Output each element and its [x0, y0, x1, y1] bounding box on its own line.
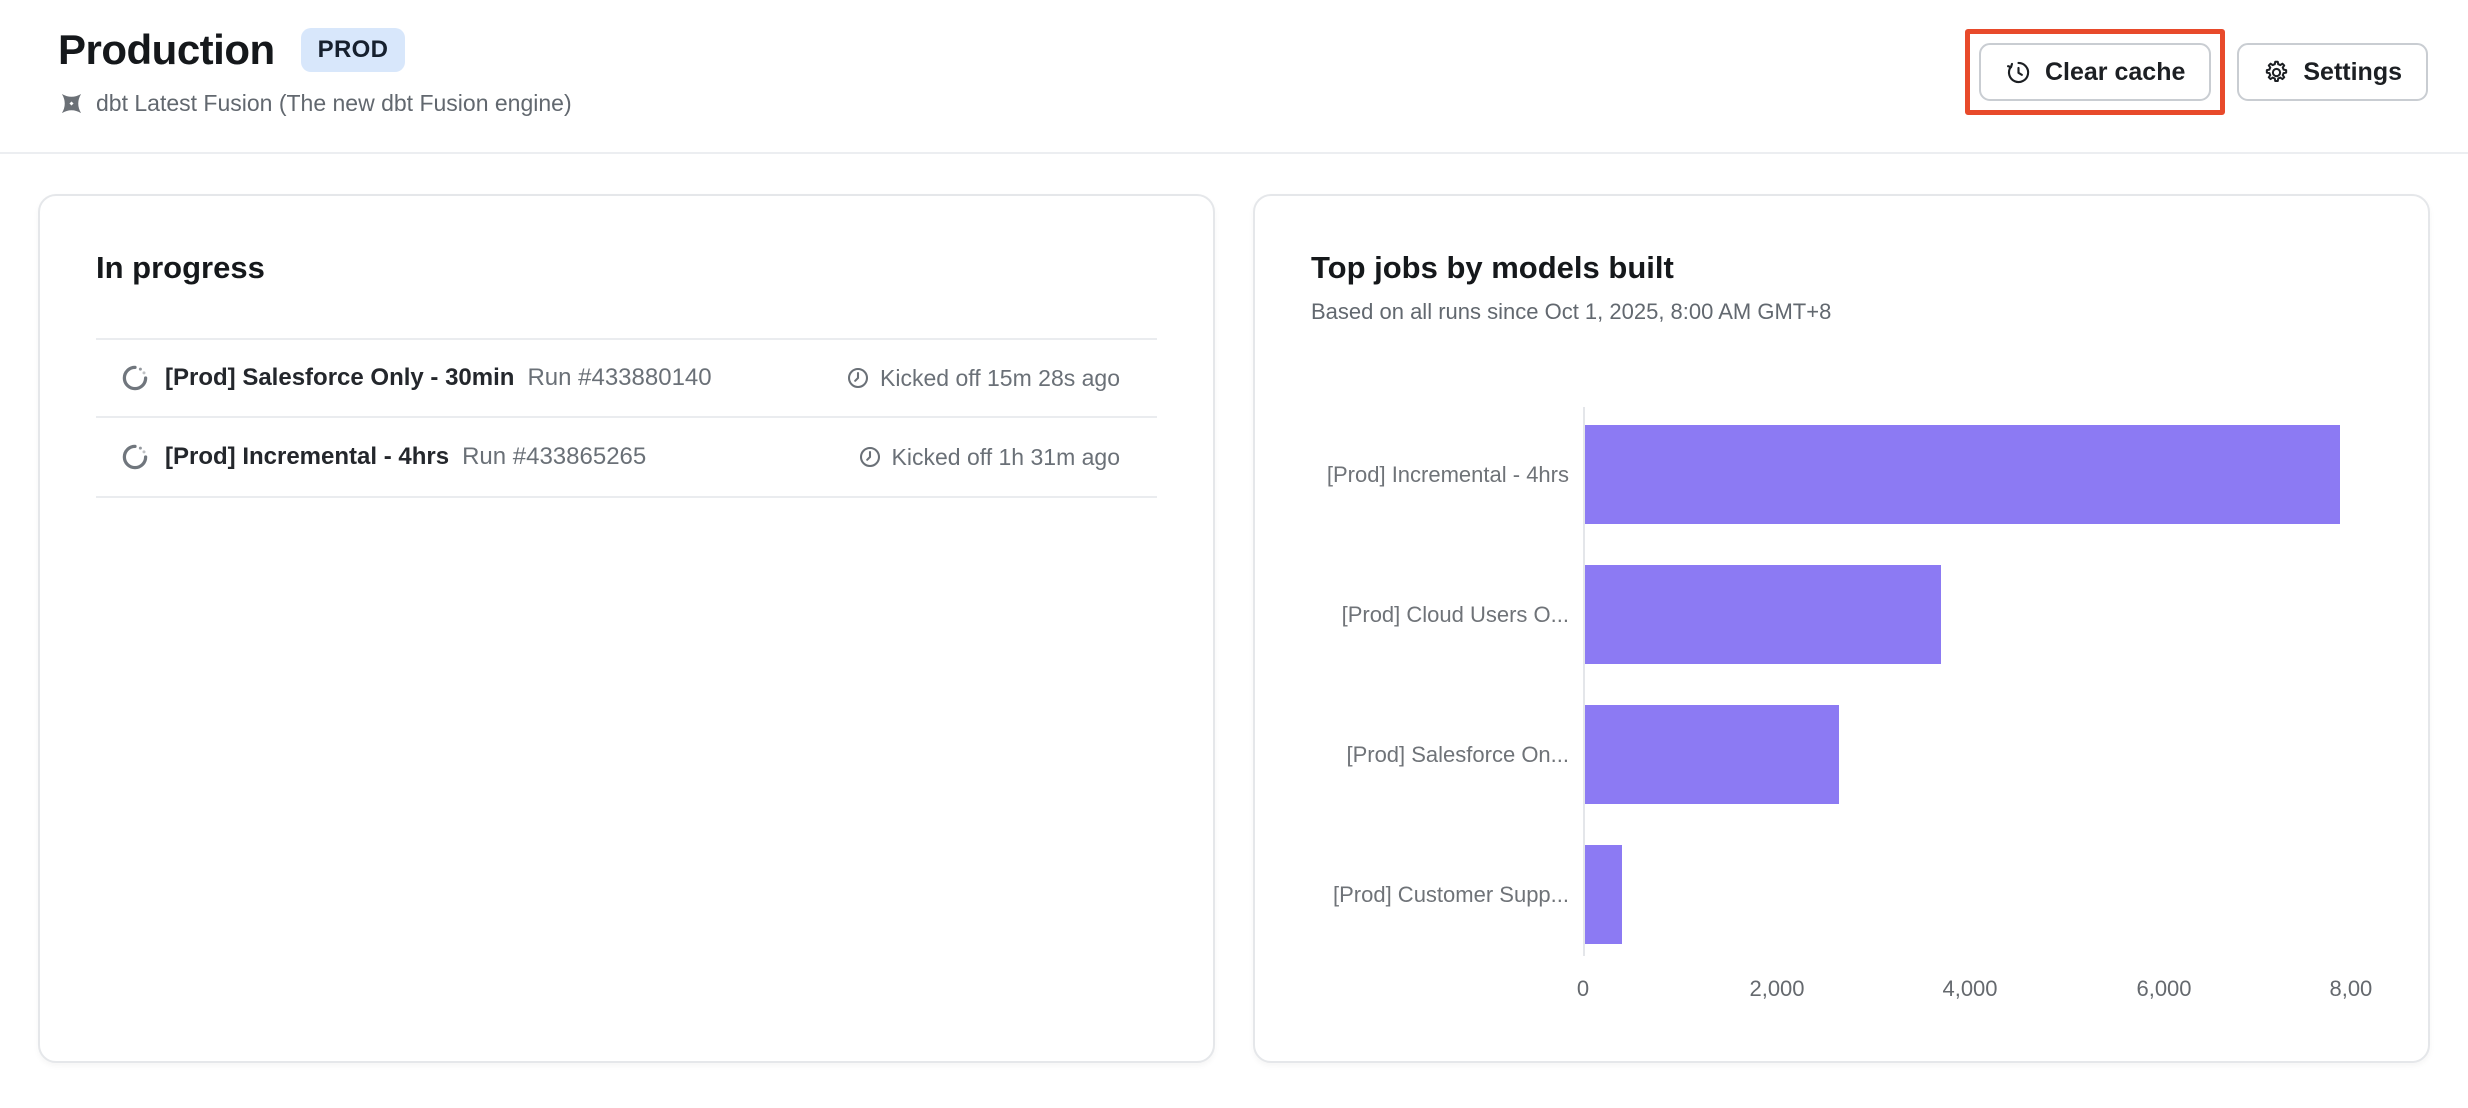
x-tick-label: 4,000	[1942, 976, 1998, 1001]
x-tick-label: 0	[1576, 976, 1590, 1001]
top-jobs-chart: [Prod] Incremental - 4hrs [Prod] Cloud U…	[1311, 407, 2372, 1016]
chart-bar-row: [Prod] Customer Supp...	[1333, 845, 2372, 944]
run-number[interactable]: Run #433880140	[527, 364, 712, 391]
settings-label: Settings	[2303, 57, 2402, 86]
top-jobs-heading: Top jobs by models built	[1311, 250, 1674, 285]
run-name-link[interactable]: [Prod] Incremental - 4hrs	[165, 443, 450, 470]
x-tick-label: 2,000	[1749, 976, 1805, 1001]
header-actions: Clear cache Settings	[1965, 29, 2428, 115]
chart-plot-area: [Prod] Incremental - 4hrs [Prod] Cloud U…	[1327, 407, 2372, 956]
environment-badge: PROD	[300, 28, 406, 72]
top-jobs-subheading: Based on all runs since Oct 1, 2025, 8:0…	[1311, 299, 1832, 324]
clock-icon	[845, 365, 871, 391]
kicked-off-status: Kicked off 15m 28s ago	[845, 365, 1120, 392]
chart-bar-row: [Prod] Salesforce On...	[1346, 705, 2372, 804]
run-row: [Prod] Salesforce Only - 30min Run #4338…	[96, 338, 1157, 418]
in-progress-heading: In progress	[96, 250, 265, 285]
history-icon	[2005, 59, 2032, 86]
chart-x-axis: 0 2,000 4,000 6,000 8,000	[1577, 968, 2372, 1016]
settings-button[interactable]: Settings	[2237, 43, 2428, 101]
spinner-icon	[120, 363, 150, 393]
run-name-link[interactable]: [Prod] Salesforce Only - 30min	[165, 364, 515, 391]
kicked-off-status: Kicked off 1h 31m ago	[857, 444, 1120, 471]
chart-category-label: [Prod] Salesforce On...	[1346, 741, 1569, 767]
chart-bar[interactable]	[1585, 425, 2340, 524]
engine-label: dbt Latest Fusion (The new dbt Fusion en…	[96, 90, 572, 116]
gear-icon	[2263, 59, 2290, 86]
x-tick-label: 8,000	[2329, 976, 2372, 1001]
top-jobs-card: Top jobs by models built Based on all ru…	[1253, 194, 2430, 1063]
engine-info: dbt Latest Fusion (The new dbt Fusion en…	[58, 90, 2428, 117]
page-header: Production PROD dbt Latest Fusion (The n…	[0, 0, 2468, 154]
kicked-off-label: Kicked off 15m 28s ago	[880, 364, 1120, 391]
dbt-logo-icon	[58, 90, 85, 117]
clear-cache-label: Clear cache	[2045, 57, 2186, 86]
run-row: [Prod] Incremental - 4hrs Run #433865265…	[96, 418, 1157, 498]
page-title: Production	[58, 26, 275, 73]
chart-bar-row: [Prod] Incremental - 4hrs	[1327, 425, 2372, 524]
run-number[interactable]: Run #433865265	[462, 443, 647, 470]
chart-bar[interactable]	[1585, 565, 1941, 664]
x-tick-label: 6,000	[2136, 976, 2192, 1001]
kicked-off-label: Kicked off 1h 31m ago	[891, 443, 1120, 470]
chart-category-label: [Prod] Cloud Users O...	[1341, 601, 1569, 627]
annotation-box: Clear cache	[1965, 29, 2226, 115]
main-content: In progress [Prod] Salesforce Only - 30m…	[0, 154, 2468, 1063]
chart-bar[interactable]	[1585, 845, 1622, 944]
chart-category-label: [Prod] Incremental - 4hrs	[1326, 461, 1569, 487]
clear-cache-button[interactable]: Clear cache	[1979, 43, 2212, 101]
chart-bar[interactable]	[1585, 705, 1839, 804]
chart-bar-row: [Prod] Cloud Users O...	[1342, 565, 2372, 664]
run-list: [Prod] Salesforce Only - 30min Run #4338…	[96, 338, 1157, 498]
clock-icon	[857, 444, 883, 470]
spinner-icon	[120, 442, 150, 472]
in-progress-card: In progress [Prod] Salesforce Only - 30m…	[38, 194, 1215, 1063]
chart-category-label: [Prod] Customer Supp...	[1333, 881, 1569, 907]
title-row: Production PROD	[58, 26, 2428, 74]
